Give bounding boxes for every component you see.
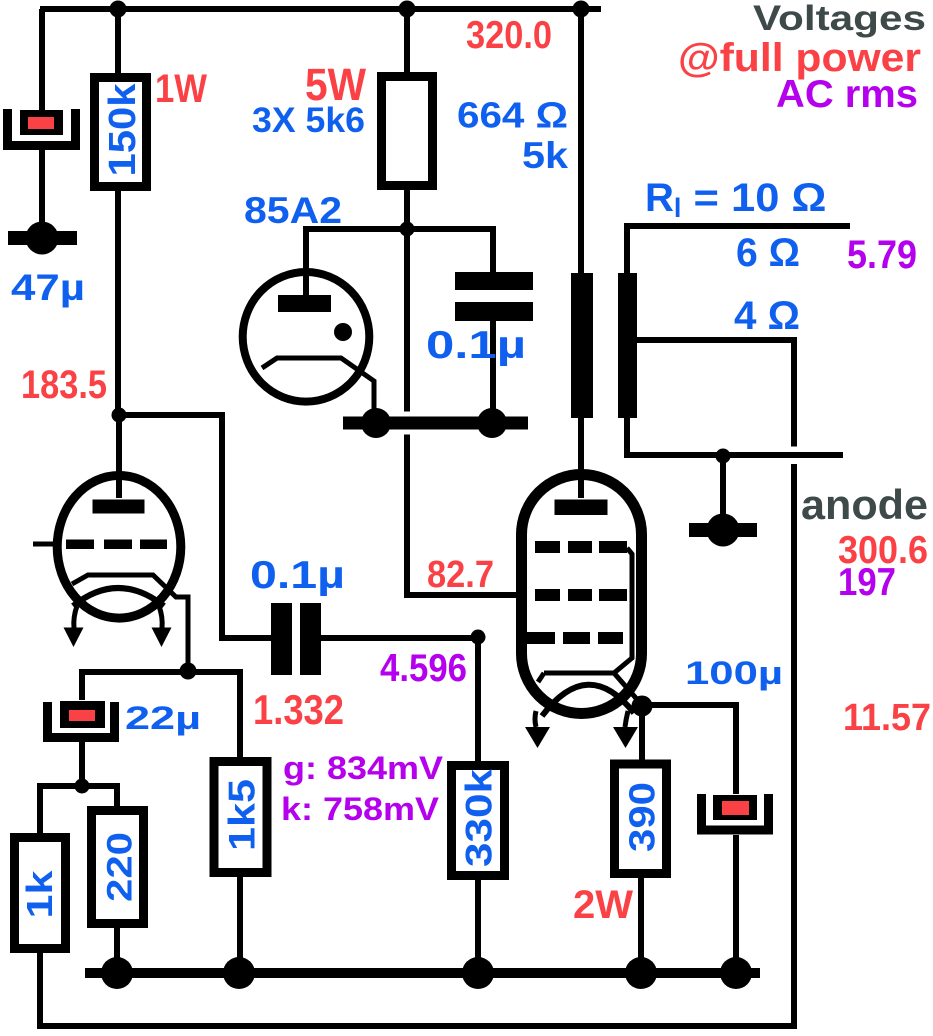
svg-text:82.7: 82.7 bbox=[427, 554, 494, 596]
svg-text:Rl = 10 Ω: Rl = 10 Ω bbox=[645, 176, 826, 223]
svg-text:320.0: 320.0 bbox=[466, 14, 552, 57]
svg-text:5W: 5W bbox=[305, 59, 366, 110]
svg-text:183.5: 183.5 bbox=[21, 363, 107, 407]
svg-text:300.6: 300.6 bbox=[838, 529, 928, 572]
svg-text:85A2: 85A2 bbox=[244, 190, 342, 231]
svg-text:197: 197 bbox=[838, 561, 896, 604]
svg-text:0.1µ: 0.1µ bbox=[426, 324, 526, 367]
svg-text:AC rms: AC rms bbox=[776, 73, 918, 116]
svg-text:k: 758mV: k: 758mV bbox=[281, 791, 440, 827]
svg-text:anode: anode bbox=[801, 481, 928, 528]
svg-text:664 Ω: 664 Ω bbox=[457, 95, 568, 136]
svg-text:47µ: 47µ bbox=[11, 267, 85, 308]
svg-text:11.57: 11.57 bbox=[843, 697, 931, 739]
svg-text:220: 220 bbox=[101, 832, 140, 902]
svg-text:22µ: 22µ bbox=[125, 700, 201, 736]
svg-text:3X 5k6: 3X 5k6 bbox=[252, 101, 365, 140]
svg-text:1k5: 1k5 bbox=[222, 779, 263, 851]
svg-text:150k: 150k bbox=[102, 83, 144, 177]
svg-text:100µ: 100µ bbox=[685, 655, 783, 691]
svg-text:390: 390 bbox=[622, 782, 663, 852]
svg-text:@full power: @full power bbox=[678, 36, 921, 80]
svg-text:330k: 330k bbox=[459, 768, 500, 867]
svg-text:g: 834mV: g: 834mV bbox=[283, 750, 444, 786]
svg-text:1W: 1W bbox=[155, 67, 207, 111]
svg-text:Voltages: Voltages bbox=[753, 0, 926, 38]
svg-text:4 Ω: 4 Ω bbox=[734, 294, 800, 338]
svg-text:6 Ω: 6 Ω bbox=[736, 231, 800, 275]
svg-text:5.79: 5.79 bbox=[847, 233, 917, 277]
svg-text:5k: 5k bbox=[522, 135, 568, 176]
svg-text:1.332: 1.332 bbox=[253, 686, 344, 733]
svg-text:4.596: 4.596 bbox=[380, 647, 467, 690]
svg-text:2W: 2W bbox=[573, 883, 633, 927]
svg-text:1k: 1k bbox=[19, 869, 60, 918]
svg-text:0.1µ: 0.1µ bbox=[250, 554, 345, 597]
